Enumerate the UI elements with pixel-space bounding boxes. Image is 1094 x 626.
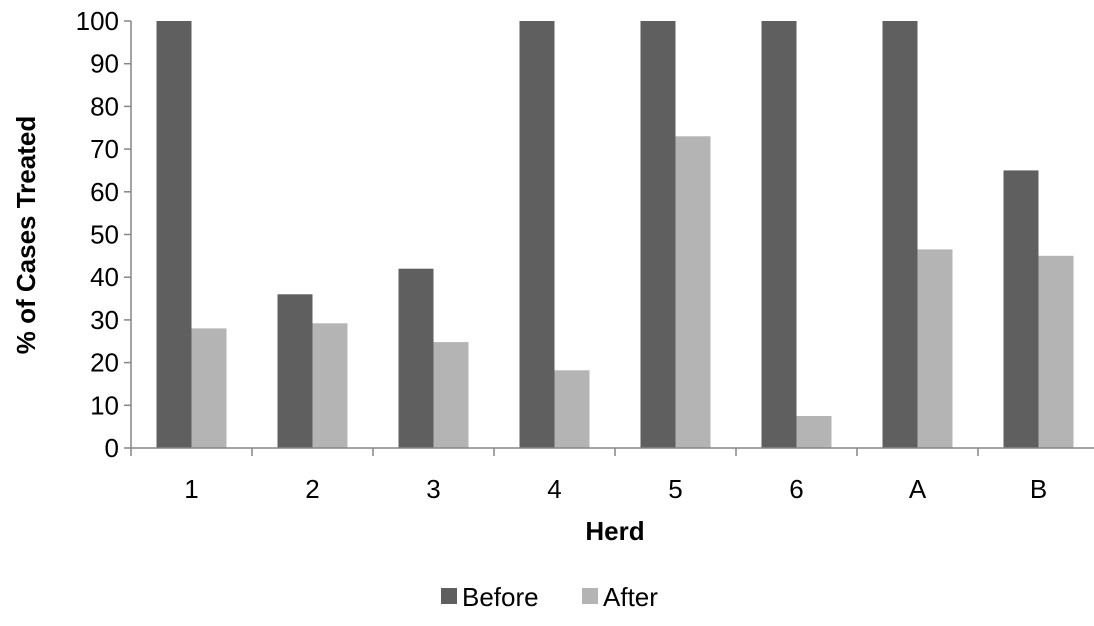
bar-after-a	[917, 249, 953, 448]
legend-label-after: After	[603, 582, 658, 612]
legend-swatch-after	[582, 588, 598, 604]
y-tick-label: 10	[90, 390, 119, 420]
x-tick-label: 3	[426, 474, 440, 504]
legend-swatch-before	[441, 588, 457, 604]
x-axis-title: Herd	[585, 516, 644, 546]
bar-before-5	[640, 21, 676, 448]
bar-before-a	[882, 21, 918, 448]
bar-before-6	[761, 21, 797, 448]
y-tick-label: 70	[90, 134, 119, 164]
x-tick-label: 6	[789, 474, 803, 504]
bars-layer	[156, 21, 1074, 449]
bar-before-4	[519, 21, 555, 448]
y-tick-label: 90	[90, 49, 119, 79]
bar-after-b	[1038, 255, 1074, 448]
bar-after-6	[796, 416, 832, 448]
x-tick-label: B	[1030, 474, 1047, 504]
y-tick-label: 20	[90, 348, 119, 378]
legend: Before After	[441, 582, 658, 612]
x-tick-label: 2	[305, 474, 319, 504]
bar-after-1	[191, 328, 227, 448]
y-tick-label: 30	[90, 305, 119, 335]
x-tick-label: 1	[184, 474, 198, 504]
x-tick-label: 5	[668, 474, 682, 504]
x-tick-label: A	[909, 474, 927, 504]
bar-before-b	[1003, 170, 1039, 448]
y-tick-label: 50	[90, 220, 119, 250]
bar-after-3	[433, 342, 469, 448]
y-tick-label: 60	[90, 177, 119, 207]
labels-layer: 0 10 20 30 40 50 60 70 80 90 100 1 2 3 4 5 6 A B	[76, 6, 1048, 504]
bar-after-5	[675, 136, 711, 449]
bar-before-3	[398, 268, 434, 448]
axes-layer	[124, 20, 1094, 456]
legend-label-before: Before	[462, 582, 539, 612]
y-tick-label: 40	[90, 262, 119, 292]
x-tick-label: 4	[547, 474, 561, 504]
bar-before-1	[156, 21, 192, 448]
y-axis-title: % of Cases Treated	[11, 116, 41, 354]
y-tick-label: 0	[105, 433, 119, 463]
bar-after-4	[554, 370, 590, 448]
bar-after-2	[312, 323, 348, 448]
y-tick-label: 100	[76, 6, 119, 36]
bar-before-2	[277, 294, 313, 448]
y-tick-label: 80	[90, 91, 119, 121]
